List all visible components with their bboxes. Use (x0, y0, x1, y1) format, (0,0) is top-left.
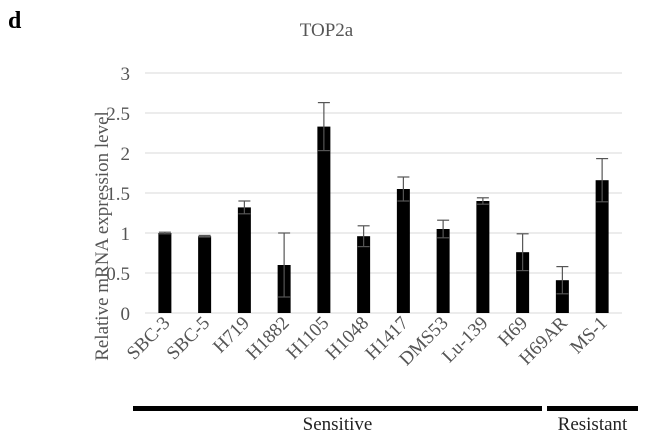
y-axis-label: Relative mRNA expression level (92, 111, 113, 361)
x-axis-ticks: SBC-3SBC-5H719H1882H1105H1048H1417DMS53L… (123, 312, 612, 370)
y-tick-label: 0 (121, 304, 131, 325)
y-tick-label: 0.5 (106, 264, 130, 285)
bar-sbc-5 (198, 236, 212, 313)
group-label: Resistant (558, 414, 628, 435)
bar-sbc-3 (158, 233, 172, 313)
chart-title: TOP2a (299, 20, 354, 41)
x-tick-label: H1105 (282, 313, 333, 364)
x-tick-label: Lu-139 (438, 313, 492, 367)
bar-lu-139 (476, 201, 490, 313)
bar-h1048 (357, 236, 371, 313)
bar-h69ar (555, 280, 569, 313)
x-tick-label: SBC-5 (163, 313, 214, 364)
bars (158, 101, 609, 313)
x-tick-label: H1048 (322, 313, 373, 364)
group-bar (547, 406, 638, 411)
y-tick-label: 2 (121, 144, 131, 165)
y-tick-label: 2.5 (106, 104, 130, 125)
sample-groups: Sensitive Resistant (133, 406, 638, 435)
bar-ms-1 (595, 180, 609, 313)
bar-h1105 (317, 126, 331, 313)
y-tick-label: 3 (121, 64, 131, 85)
group-label: Sensitive (303, 414, 373, 435)
y-axis-ticks: 0 0.5 1 1.5 2 2.5 3 (106, 64, 130, 325)
x-tick-label: MS-1 (566, 313, 611, 358)
bar-h1417 (396, 189, 410, 313)
gridlines (145, 72, 622, 314)
bar-h69 (516, 252, 530, 313)
x-tick-label: SBC-3 (123, 313, 174, 364)
panel-letter: d (8, 8, 22, 34)
y-tick-label: 1.5 (106, 184, 130, 205)
x-tick-label: H1882 (242, 313, 293, 364)
y-tick-label: 1 (121, 224, 131, 245)
bar-dms53 (436, 229, 450, 313)
group-bar (133, 406, 542, 411)
bar-h719 (237, 207, 251, 313)
